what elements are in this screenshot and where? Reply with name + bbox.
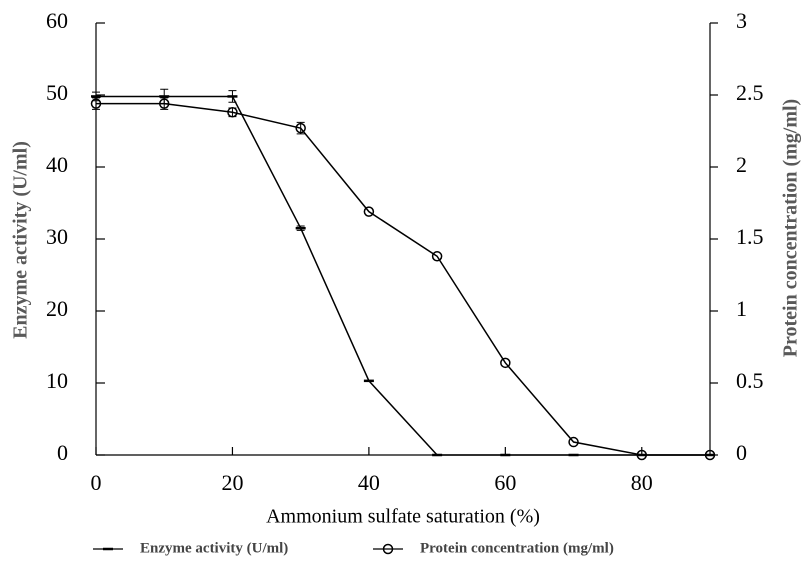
x-tick-label: 80 <box>631 470 653 495</box>
line <box>96 102 710 456</box>
y-tick-label: 30 <box>46 224 68 249</box>
y-tick-label: 40 <box>46 152 68 177</box>
marker <box>500 357 511 369</box>
y-tick-label: 10 <box>46 368 68 393</box>
legend-label: Protein concentration (mg/ml) <box>420 540 614 556</box>
marker <box>382 543 394 555</box>
y2-tick-label: 1.5 <box>736 224 764 249</box>
y2-tick-label: 0 <box>736 440 747 465</box>
y-tick-label: 60 <box>46 8 68 33</box>
marker <box>636 449 648 461</box>
y-tick-label: 0 <box>57 440 68 465</box>
marker <box>431 251 443 262</box>
x-tick-label: 40 <box>358 470 380 495</box>
y2-tick-label: 0.5 <box>736 368 764 393</box>
marker <box>158 98 170 109</box>
y-axis-label: Enzyme activity (U/ml) <box>10 141 32 339</box>
y-tick-label: 50 <box>46 80 68 105</box>
marker <box>227 107 238 118</box>
x-axis-label: Ammonium sulfate saturation (%) <box>266 506 540 528</box>
marker <box>295 122 306 134</box>
legend-label: Enzyme activity (U/ml) <box>140 540 288 556</box>
marker <box>90 98 102 109</box>
x-tick-label: 60 <box>494 470 516 495</box>
y2-tick-label: 2.5 <box>736 80 764 105</box>
y2-tick-label: 1 <box>736 296 747 321</box>
y-tick-label: 20 <box>46 296 68 321</box>
y2-tick-label: 3 <box>736 8 747 33</box>
marker <box>568 436 579 448</box>
x-tick-label: 20 <box>221 470 243 495</box>
marker <box>704 449 716 461</box>
x-tick-label: 0 <box>91 470 102 495</box>
y2-axis-label: Protein concentration (mg/ml) <box>780 99 802 357</box>
line <box>96 95 710 456</box>
marker <box>363 206 375 217</box>
y2-tick-label: 2 <box>736 152 747 177</box>
